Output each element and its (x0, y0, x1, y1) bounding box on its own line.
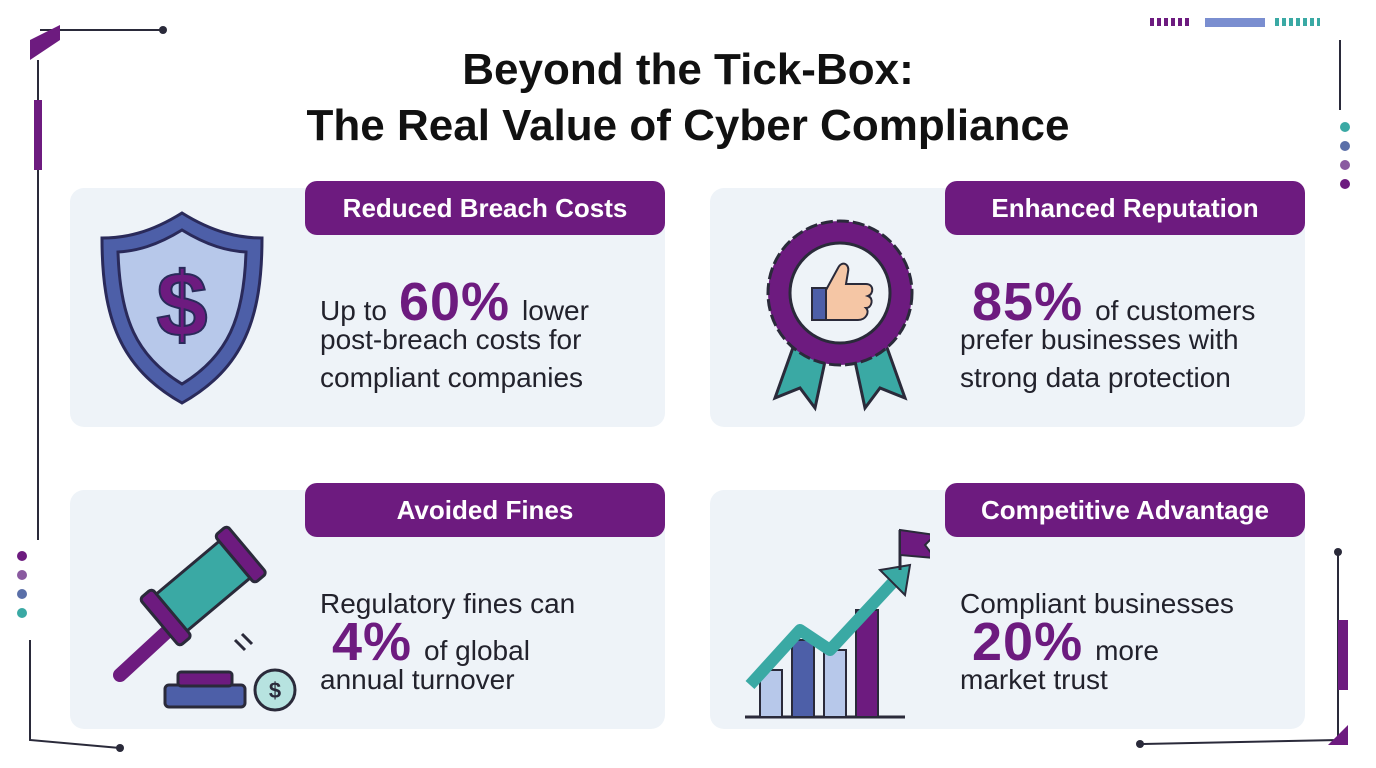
card: $ Avoided Fines Regulatory fines can 4% of… (70, 483, 665, 729)
body-text: Compliant businesses (960, 588, 1234, 619)
body-text: strong data protection (960, 362, 1231, 393)
text-line: Compliant businesses (960, 585, 1234, 623)
card-body: Compliant businesses 20% more market trust (960, 585, 1234, 699)
title-line: The Real Value of Cyber Compliance (306, 101, 1070, 150)
text-line: Regulatory fines can (320, 585, 575, 623)
body-text: prefer businesses with (960, 324, 1239, 355)
body-text: market trust (960, 664, 1108, 695)
body-text: of global (424, 635, 530, 666)
stat-value: 4% (332, 612, 413, 672)
card-label: Avoided Fines (305, 483, 665, 537)
card: $ Reduced Breach Costs Up to 60% lower post… (70, 181, 665, 427)
card-label: Reduced Breach Costs (305, 181, 665, 235)
text-line: compliant companies (320, 359, 589, 397)
card: Competitive Advantage Compliant business… (710, 483, 1305, 729)
text-line: annual turnover (320, 661, 575, 699)
shield-icon: $ (100, 211, 264, 405)
body-text: more (1095, 635, 1159, 666)
card-body: Regulatory fines can 4% of global annual tu… (320, 585, 575, 699)
text-line: 4% of global (320, 615, 575, 669)
body-text: lower (522, 295, 589, 326)
card-label: Competitive Advantage (945, 483, 1305, 537)
text-line: post-breach costs for (320, 321, 589, 359)
title: Beyond the Tick-Box: The Real Value of C… (0, 42, 1376, 154)
text-line: Up to 60% lower (320, 275, 589, 329)
card-label: Enhanced Reputation (945, 181, 1305, 235)
stat-value: 60% (398, 272, 511, 332)
gavel-icon: $ (113, 525, 297, 712)
title-line: Beyond the Tick-Box: (462, 45, 914, 94)
body-text: Regulatory fines can (320, 588, 576, 619)
badge-icon (766, 219, 914, 412)
text-line: market trust (960, 661, 1234, 699)
stat-value: 85% (972, 272, 1084, 332)
growth-icon (745, 528, 930, 719)
text-line: 85% of customers (960, 275, 1255, 329)
card-body: 85% of customers prefer businesses with str… (960, 275, 1255, 397)
card: Enhanced Reputation 85% of customers prefe… (710, 181, 1305, 427)
body-text: compliant companies (320, 362, 584, 393)
card-body: Up to 60% lower post-breach costs for compli… (320, 275, 589, 397)
svg-text:$: $ (269, 678, 281, 703)
body-text: Up to (320, 295, 387, 326)
text-line: strong data protection (960, 359, 1255, 397)
body-text: annual turnover (320, 664, 515, 695)
text-line: 20% more (960, 615, 1234, 669)
body-text: of customers (1095, 295, 1256, 326)
svg-text:$: $ (156, 254, 207, 356)
text-line: prefer businesses with (960, 321, 1255, 359)
body-text: post-breach costs for (320, 324, 582, 355)
stat-value: 20% (972, 612, 1084, 672)
